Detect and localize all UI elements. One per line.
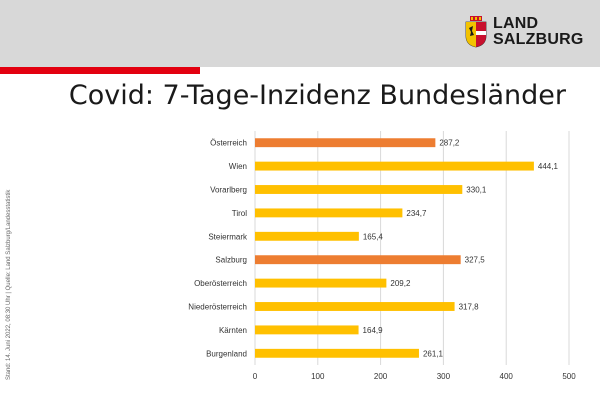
category-label: Oberösterreich — [194, 279, 247, 288]
data-label: 165,4 — [363, 232, 384, 241]
brand-line-1: LAND — [493, 15, 539, 32]
bar — [255, 302, 455, 311]
category-label: Kärnten — [219, 326, 247, 335]
data-label: 287,2 — [439, 139, 460, 148]
page-title: Covid: 7-Tage-Inzidenz Bundesländer — [68, 80, 566, 111]
bar — [255, 255, 461, 265]
data-label: 444,1 — [538, 162, 559, 171]
category-label: Wien — [229, 162, 247, 171]
coat-of-arms-icon — [465, 16, 487, 48]
category-label: Vorarlberg — [210, 186, 247, 195]
data-label: 330,1 — [466, 186, 487, 195]
x-tick-label: 200 — [374, 372, 388, 381]
bar — [255, 208, 403, 218]
category-label: Niederösterreich — [188, 303, 247, 312]
accent-bar — [0, 67, 200, 74]
bar — [255, 138, 436, 148]
data-label: 317,8 — [459, 303, 480, 312]
data-label: 164,9 — [363, 326, 384, 335]
x-tick-label: 400 — [500, 372, 514, 381]
bar — [255, 231, 359, 241]
data-label: 234,7 — [406, 209, 427, 218]
x-tick-label: 100 — [311, 372, 325, 381]
bar — [255, 325, 359, 335]
data-label: 261,1 — [423, 349, 444, 358]
brand-wordmark: LAND SALZBURG — [493, 16, 583, 48]
x-tick-label: 300 — [437, 372, 451, 381]
x-tick-label: 0 — [253, 372, 258, 381]
category-label: Salzburg — [215, 256, 247, 265]
data-label: 209,2 — [390, 279, 411, 288]
header-band — [0, 0, 600, 67]
bar — [255, 161, 534, 171]
category-label: Steiermark — [208, 232, 248, 241]
category-label: Burgenland — [206, 349, 247, 358]
x-tick-label: 500 — [562, 372, 576, 381]
data-label: 327,5 — [465, 256, 486, 265]
category-label: Tirol — [232, 209, 247, 218]
bar — [255, 348, 419, 358]
bar — [255, 278, 387, 288]
category-label: Österreich — [210, 139, 247, 148]
bar — [255, 185, 463, 194]
brand-logo: LAND SALZBURG — [465, 12, 583, 52]
brand-line-2: SALZBURG — [493, 31, 584, 48]
